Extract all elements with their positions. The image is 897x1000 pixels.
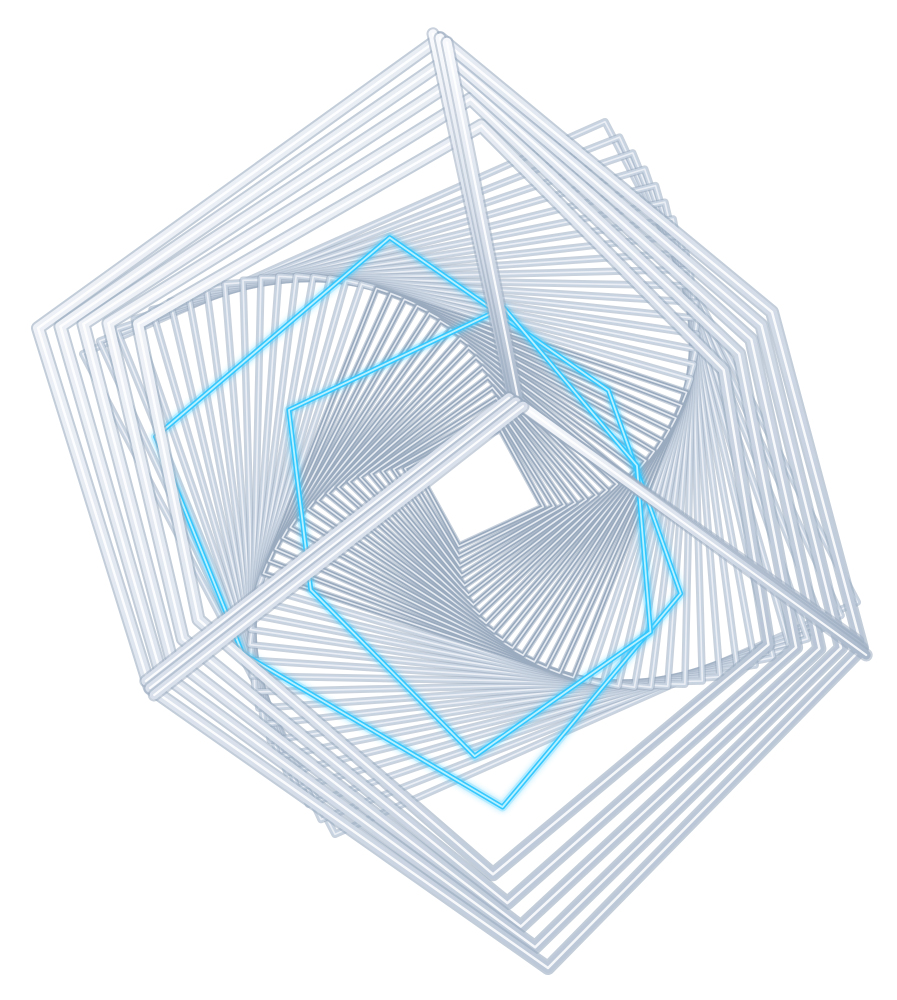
tunnel-frame-highlight [251, 276, 695, 686]
cube-frame-highlight [136, 124, 770, 876]
tunnel-frame-highlight [306, 328, 647, 642]
cube-frame-highlight [107, 97, 798, 905]
tunnel-frame-highlight [316, 337, 638, 633]
cube-frame-highlight [59, 56, 843, 949]
tunnel-frame-highlight [392, 407, 566, 567]
tunnel-frame-highlight [326, 346, 629, 625]
cube-edge-highlight [153, 405, 525, 697]
glow-frame-core [287, 306, 652, 757]
cube-edge-highlight [445, 41, 522, 411]
cube-edge-highlight [144, 396, 511, 683]
cube-edge-highlight [521, 405, 868, 657]
tunnel-frame-highlight [249, 275, 697, 688]
tunnel-frame-highlight [249, 275, 698, 689]
tunnel-frame-highlight [381, 397, 577, 577]
outer-cube-frames [31, 27, 873, 975]
tunnel-frame-highlight [249, 275, 698, 689]
tunnel-frame-highlight [251, 277, 697, 687]
tunnel-frame-highlight [281, 305, 671, 663]
cube-frame-highlight [82, 75, 821, 928]
cube-edge-highlight [148, 400, 518, 690]
tunnel-frame-highlight [347, 366, 609, 606]
tunnel-frame-highlight [242, 268, 704, 693]
tunnel-frame-highlight [370, 386, 588, 587]
cube-frame-highlight [36, 36, 864, 970]
tunnel-frame-highlight [268, 292, 683, 674]
tunnel-frame-highlight [358, 376, 598, 597]
